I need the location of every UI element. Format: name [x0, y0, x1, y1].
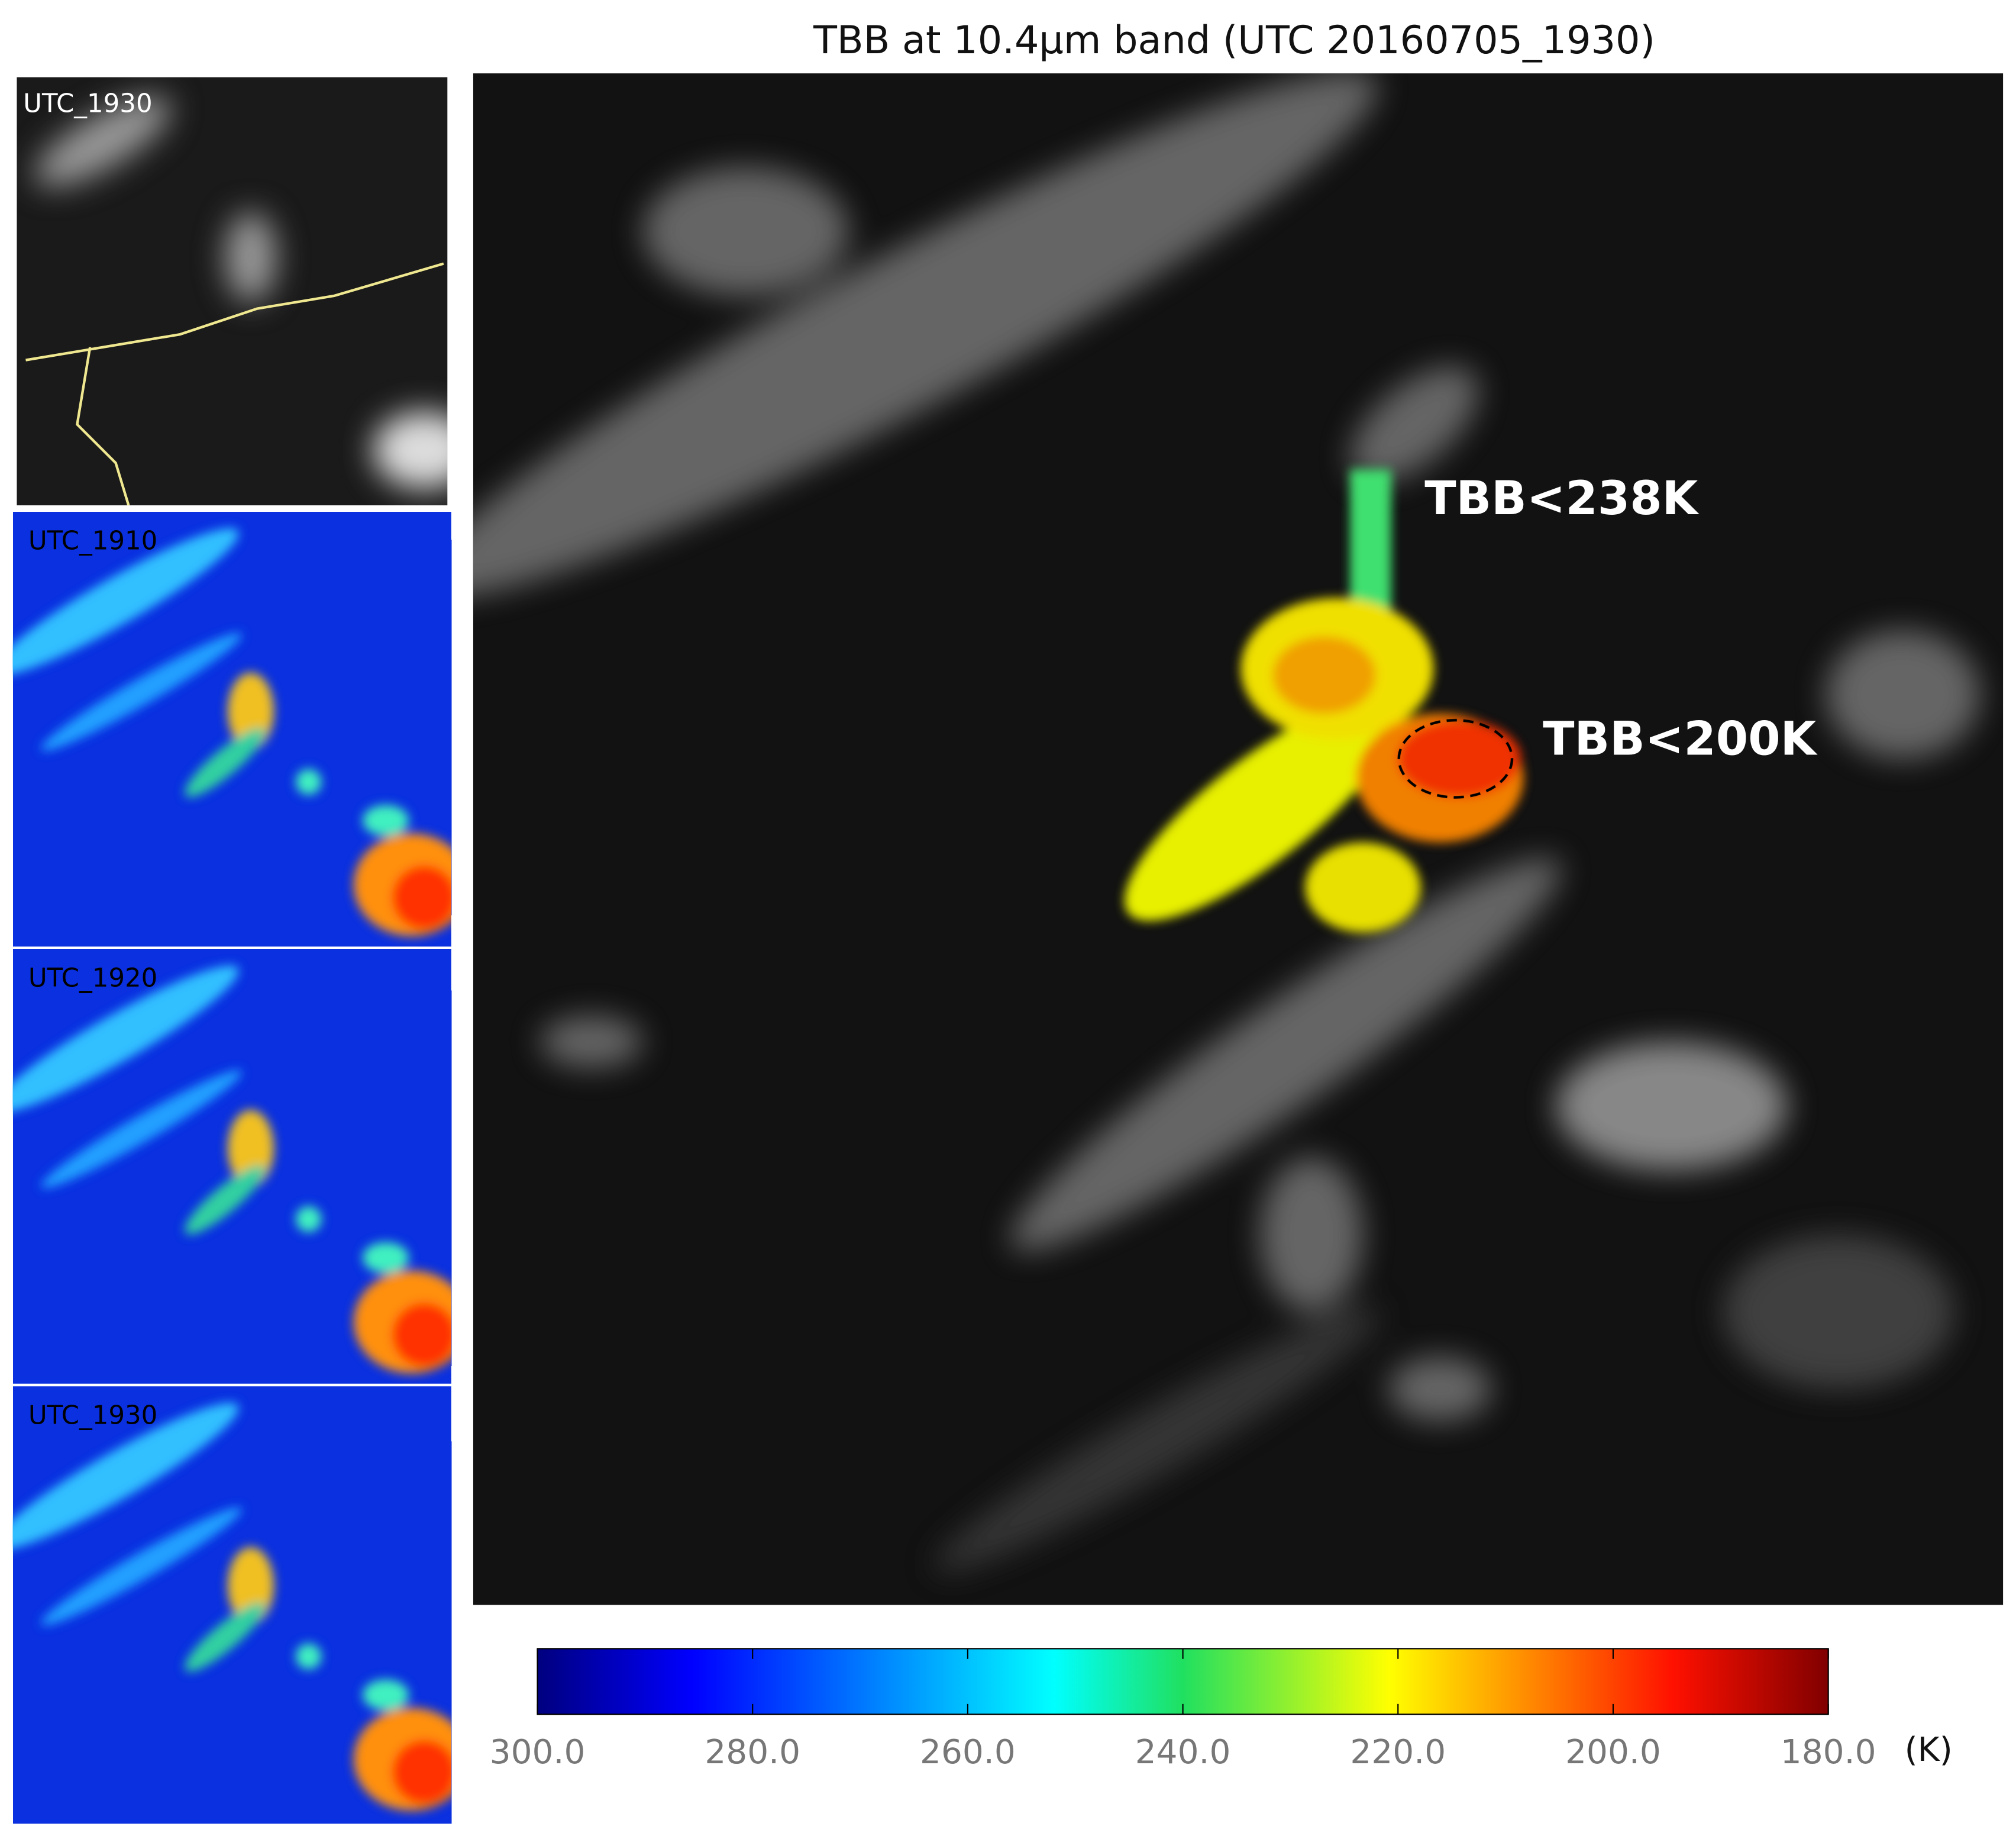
panel-label: UTC_1910	[28, 527, 157, 556]
clouds	[12, 528, 451, 937]
tick-label: 300.0	[490, 1733, 586, 1772]
clouds	[12, 1402, 451, 1811]
contour-200k	[1397, 718, 1514, 799]
cloud	[41, 1070, 242, 1188]
cloud	[362, 805, 409, 836]
cloud	[362, 1242, 409, 1273]
clouds	[12, 965, 451, 1374]
colorbar-unit: (K)	[1905, 1731, 1953, 1769]
storm	[1124, 469, 1524, 933]
coastline	[25, 262, 444, 506]
colorbar	[537, 1648, 1829, 1715]
clouds	[34, 96, 448, 489]
cloud	[185, 1165, 266, 1235]
panel-label: UTC_1920	[28, 964, 157, 993]
title: TBB at 10.4µm band (UTC 20160705_1930)	[813, 18, 1655, 63]
panel-label: UTC_1930	[23, 89, 152, 119]
cloud	[12, 528, 239, 676]
panel-color	[12, 1386, 451, 1824]
cloud	[392, 1302, 451, 1367]
blue-panels	[12, 512, 451, 1824]
cloud	[185, 1602, 266, 1672]
annotation: TBB<200K	[1543, 712, 1817, 766]
panel-color	[12, 948, 451, 1384]
cloud	[41, 1507, 242, 1625]
main-image	[473, 73, 2004, 1605]
panel-gray	[17, 77, 448, 506]
cloud	[12, 1402, 239, 1550]
cloud	[362, 1679, 409, 1711]
cloud	[392, 865, 451, 930]
tick-label: 260.0	[920, 1733, 1016, 1772]
annotation: TBB<238K	[1424, 472, 1699, 525]
cloud	[392, 1740, 451, 1805]
cloud	[41, 633, 242, 751]
tick-label: 280.0	[705, 1733, 800, 1772]
tick-label: 200.0	[1565, 1733, 1661, 1772]
clouds	[473, 73, 1981, 1572]
cloud	[12, 965, 239, 1113]
tick-label: 240.0	[1135, 1733, 1231, 1772]
tick-label: 220.0	[1350, 1733, 1446, 1772]
cloud	[185, 728, 266, 798]
cloud	[295, 1206, 322, 1233]
tick-label: 180.0	[1781, 1733, 1876, 1772]
panel-color	[12, 512, 451, 947]
panel-label: UTC_1930	[28, 1401, 157, 1431]
cloud	[295, 1643, 322, 1670]
cloud	[295, 769, 322, 795]
colorbar-ticks: 300.0 280.0 260.0 240.0 220.0 200.0 180.0	[490, 1648, 1876, 1772]
